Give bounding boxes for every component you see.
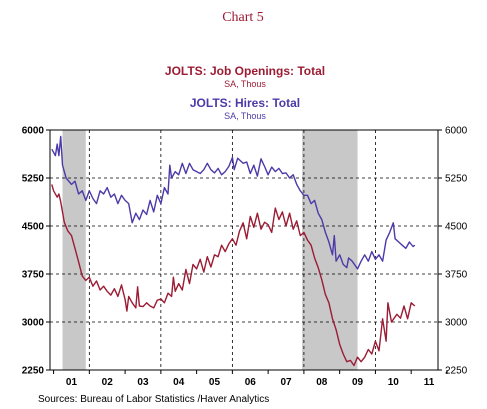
series-line-hires: [51, 135, 416, 270]
x-tick-label: 08: [316, 377, 328, 388]
y-tick-label-left: 5250: [22, 174, 45, 185]
x-tick-label: 07: [280, 377, 292, 388]
x-tick-label: 04: [173, 377, 185, 388]
source-note: Sources: Bureau of Labor Statistics /Hav…: [38, 394, 269, 405]
y-tick-label-right: 6000: [445, 126, 468, 137]
recession-band-2: [302, 130, 358, 370]
x-tick-label: 06: [245, 377, 257, 388]
x-tick-label: 01: [66, 377, 78, 388]
series-lines: [51, 135, 416, 367]
recession-shading: [62, 130, 358, 370]
y-tick-label-right: 5250: [445, 174, 468, 185]
y-tick-label-right: 4500: [445, 222, 468, 233]
x-tick-label: 02: [102, 377, 114, 388]
gridlines: [50, 130, 438, 370]
y-tick-label-right: 2250: [445, 366, 468, 377]
legend-hires-name: JOLTS: Hires: Total: [190, 96, 300, 110]
x-tick-label: 11: [424, 377, 435, 388]
y-tick-label-left: 4500: [22, 222, 45, 233]
recession-band-1: [62, 130, 86, 370]
y-axis-left: 2250 3000 3750 4500 5250 6000: [22, 126, 50, 377]
legend-openings-name: JOLTS: Job Openings: Total: [165, 64, 325, 78]
y-tick-label-left: 6000: [22, 126, 45, 137]
y-axis-right: 2250 3000 3750 4500 5250 6000: [438, 126, 468, 377]
y-tick-label-right: 3750: [445, 270, 468, 281]
chart-title: Chart 5: [222, 10, 264, 25]
legend-hires-units: SA, Thous: [224, 111, 266, 121]
x-tick-label: 10: [388, 377, 400, 388]
plot-frame: [49, 129, 439, 371]
x-tick-label: 05: [209, 377, 221, 388]
legend-openings-units: SA, Thous: [224, 79, 266, 89]
x-axis: 01 02 03 04 05 06 07 08 09 10 11: [53, 370, 448, 388]
x-tick-label: 09: [352, 377, 364, 388]
x-tick-label: 03: [137, 377, 149, 388]
y-tick-label-left: 2250: [22, 366, 45, 377]
y-tick-label-right: 3000: [445, 318, 468, 329]
y-tick-label-left: 3750: [22, 270, 45, 281]
y-tick-label-left: 3000: [22, 318, 45, 329]
series-line-job-openings: [51, 184, 416, 367]
